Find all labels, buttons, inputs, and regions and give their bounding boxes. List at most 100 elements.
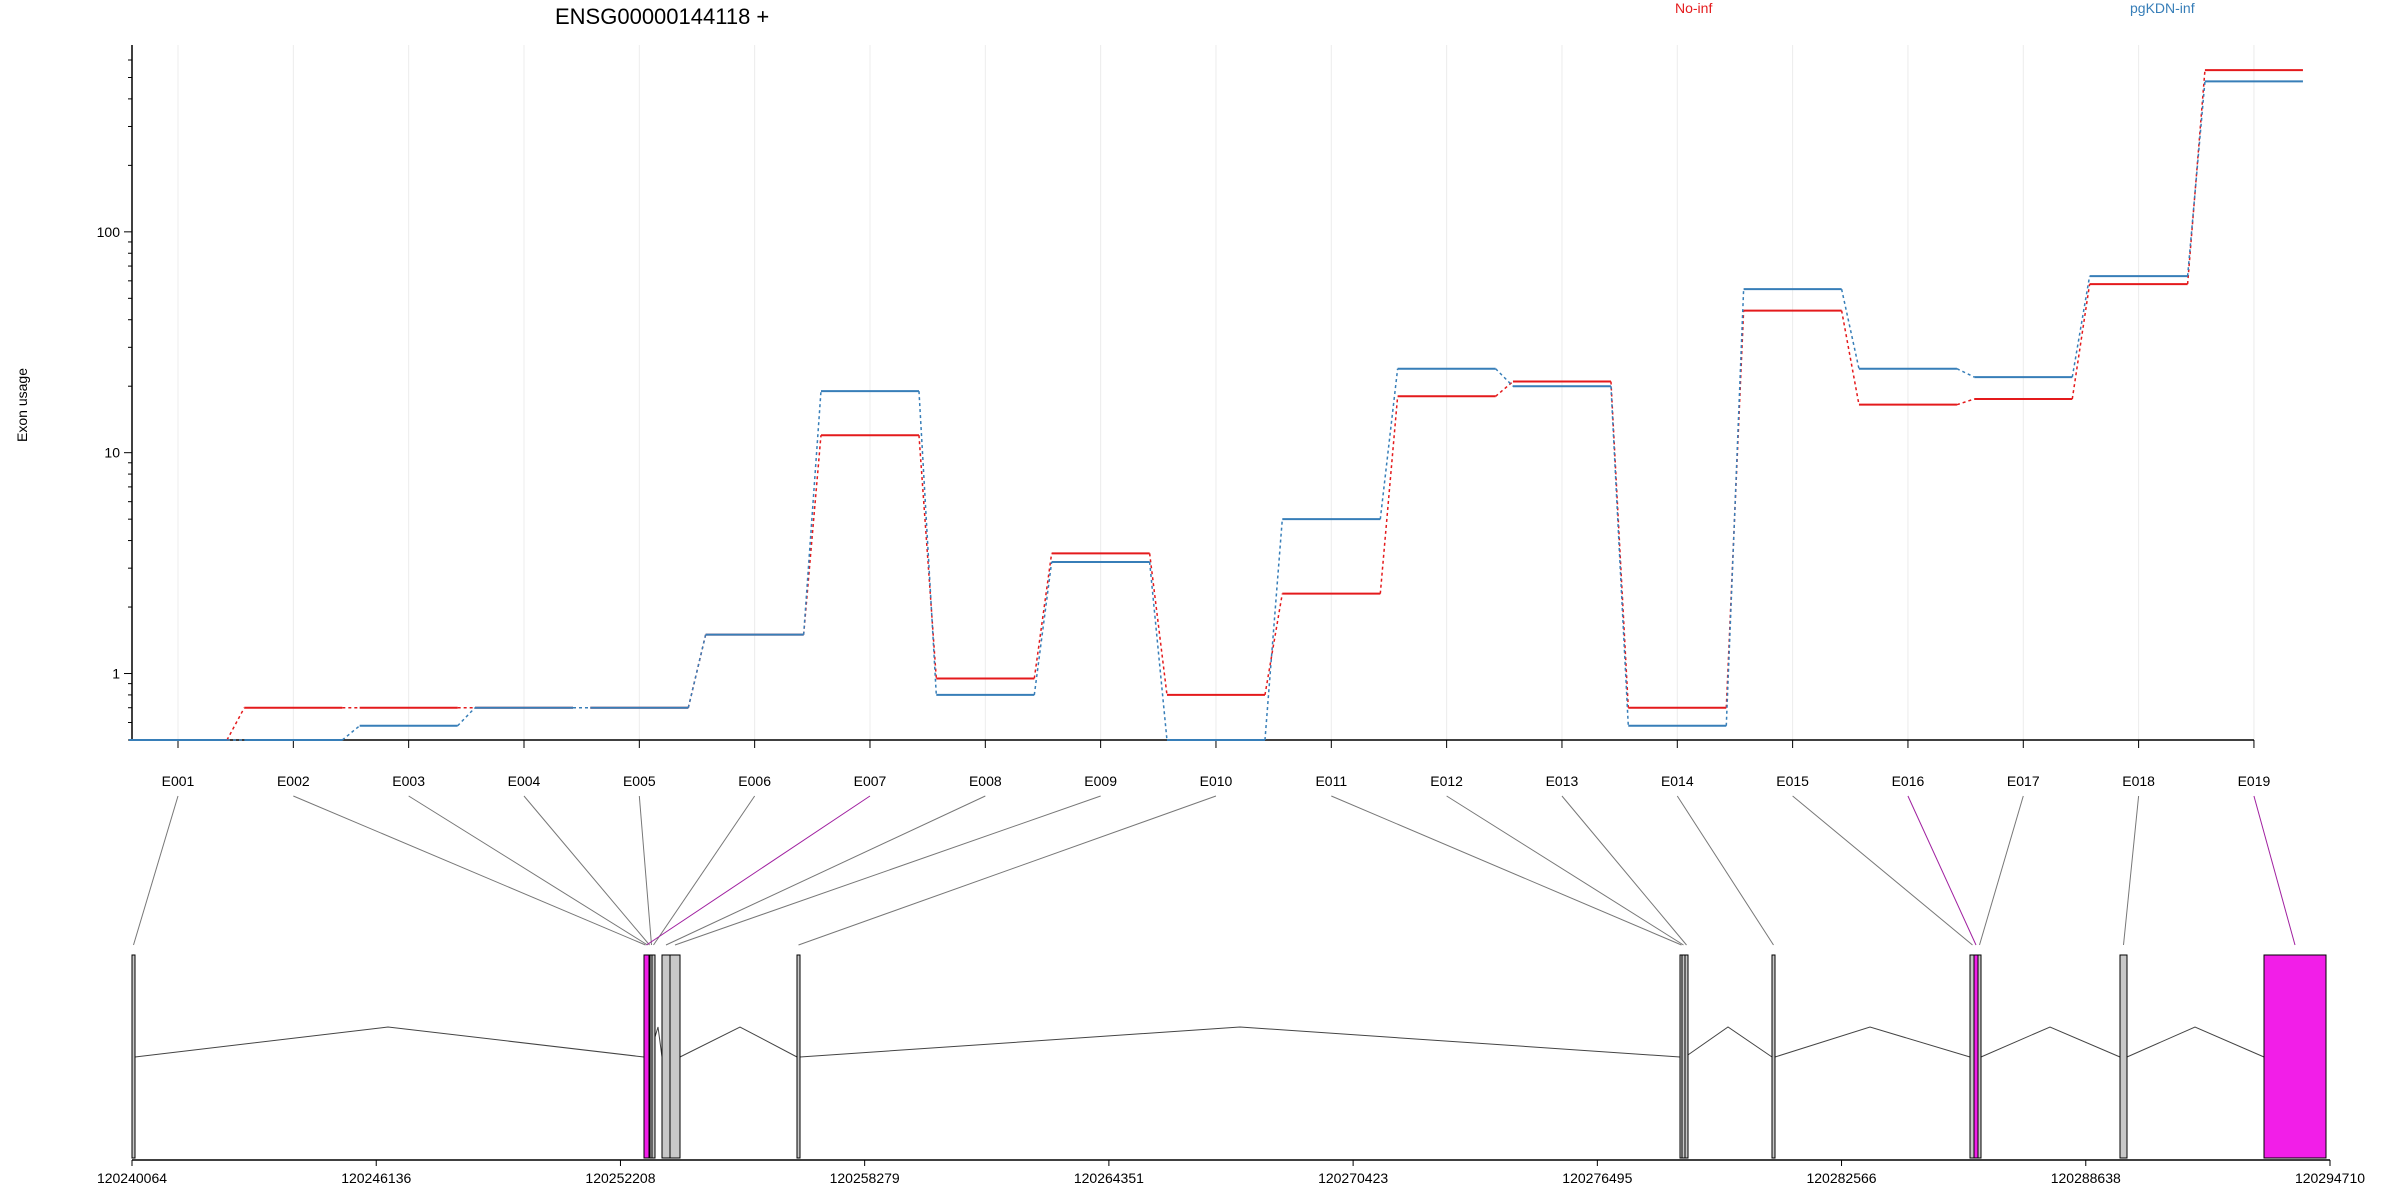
exon-connectors: [133, 795, 2296, 946]
coordinate-tick-label: 120258279: [830, 1170, 900, 1186]
series-connector: [1956, 368, 1975, 378]
exon-e016: [1973, 954, 1979, 1159]
connector-e008: [665, 795, 986, 946]
series-connector: [2186, 81, 2206, 277]
y-axis-label: Exon usage: [14, 368, 30, 442]
series-connector: [2071, 276, 2091, 378]
coordinate-tick-label: 120270423: [1318, 1170, 1388, 1186]
exon-e014: [1771, 954, 1776, 1159]
connector-e013: [1561, 795, 1687, 946]
series-connector: [1033, 561, 1053, 696]
series-connector: [1033, 553, 1053, 679]
connector-e010: [798, 795, 1217, 946]
x-tick-label-e018: E018: [2122, 773, 2155, 789]
x-tick-label-e007: E007: [854, 773, 887, 789]
exon-e013: [1684, 954, 1689, 1159]
legend-pgkdn-inf: pgKDN-inf: [2130, 0, 2195, 16]
exon-e009: [669, 954, 681, 1159]
series-connector: [226, 707, 245, 741]
intron: [1980, 1026, 2121, 1058]
series-pgkdn-inf: [129, 80, 2303, 741]
connector-e003: [408, 795, 648, 946]
connector-e004: [523, 795, 650, 946]
exon-e010: [796, 954, 801, 1159]
x-tick-label-e013: E013: [1546, 773, 1579, 789]
x-tick-label-e008: E008: [969, 773, 1002, 789]
intron: [799, 1026, 1681, 1058]
chart-title: ENSG00000144118 +: [555, 4, 769, 29]
gene-model: [131, 954, 2327, 1159]
coordinate-tick-label: 120252208: [585, 1170, 655, 1186]
connector-e007: [646, 795, 871, 946]
coordinate-tick-label: 120264351: [1074, 1170, 1144, 1186]
series-connector: [1264, 593, 1284, 696]
x-tick-label-e011: E011: [1315, 773, 1347, 789]
connector-e016: [1907, 795, 1977, 946]
connector-e012: [1446, 795, 1684, 946]
intron: [2126, 1026, 2265, 1058]
legend-no-inf: No-inf: [1675, 0, 1712, 16]
exon-e008: [661, 954, 671, 1159]
coordinate-tick-label: 120294710: [2295, 1170, 2365, 1186]
series-connector: [1840, 289, 1860, 369]
series-connector: [1495, 380, 1514, 397]
coordinate-tick-label: 120288638: [2051, 1170, 2121, 1186]
x-tick-label-e001: E001: [162, 773, 195, 789]
exon-e018: [2119, 954, 2128, 1159]
connector-e019: [2253, 795, 2296, 946]
connector-e009: [674, 795, 1101, 946]
series-connector: [1725, 289, 1745, 726]
coordinate-tick-label: 120282566: [1806, 1170, 1876, 1186]
x-tick-label-e006: E006: [738, 773, 771, 789]
exon-e006: [651, 954, 656, 1159]
intron: [1774, 1026, 1971, 1058]
series-connector: [1610, 386, 1630, 726]
connector-e015: [1792, 795, 1973, 946]
series-connector: [2071, 283, 2091, 400]
x-tick-label-e004: E004: [508, 773, 541, 789]
connector-e018: [2123, 795, 2140, 946]
series-lines: [129, 69, 2303, 741]
exon-e019: [2263, 954, 2327, 1159]
connector-e005: [638, 795, 652, 946]
series-connector: [457, 707, 476, 727]
connector-e011: [1331, 795, 1682, 946]
coordinate-tick-label: 120240064: [97, 1170, 167, 1186]
coordinate-tick-label: 120276495: [1562, 1170, 1632, 1186]
series-connector: [687, 634, 707, 708]
exon-e001: [131, 954, 136, 1159]
x-tick-label-e003: E003: [392, 773, 425, 789]
series-connector: [1264, 519, 1284, 741]
grid-lines: [177, 45, 2255, 740]
y-tick-label: 100: [97, 224, 121, 240]
intron: [679, 1026, 798, 1058]
x-tick-label-e010: E010: [1200, 773, 1233, 789]
exon-e007: [643, 954, 650, 1159]
series-connector: [1956, 398, 1975, 406]
series-connector: [1379, 368, 1399, 520]
intron: [134, 1026, 645, 1058]
axes: 1 10 100 E001 E002 E003 E004 E005 E006 E007 E008 E0…: [97, 45, 2270, 789]
y-tick-label: 1: [112, 666, 120, 682]
coordinate-tick-label: 120246136: [341, 1170, 411, 1186]
series-connector: [918, 391, 938, 695]
connector-e002: [293, 795, 646, 946]
x-tick-label-e016: E016: [1892, 773, 1925, 789]
series-connector: [341, 725, 361, 741]
connector-e006: [653, 795, 756, 946]
series-connector: [1148, 561, 1168, 741]
series-connector: [802, 391, 822, 635]
y-tick-label: 10: [104, 445, 120, 461]
series-connector: [1840, 310, 1860, 405]
connector-e001: [133, 795, 179, 946]
genomic-coordinate-axis: 120240064 120246136 120252208 120258279 1202…: [97, 1159, 2365, 1186]
x-tick-label-e015: E015: [1776, 773, 1809, 789]
x-tick-label-e005: E005: [623, 773, 656, 789]
series-connector: [918, 435, 938, 679]
x-tick-label-e002: E002: [277, 773, 310, 789]
x-tick-label-e009: E009: [1084, 773, 1117, 789]
exon-e017: [1977, 954, 1982, 1159]
intron: [1684, 1026, 1773, 1058]
x-tick-label-e014: E014: [1661, 773, 1694, 789]
